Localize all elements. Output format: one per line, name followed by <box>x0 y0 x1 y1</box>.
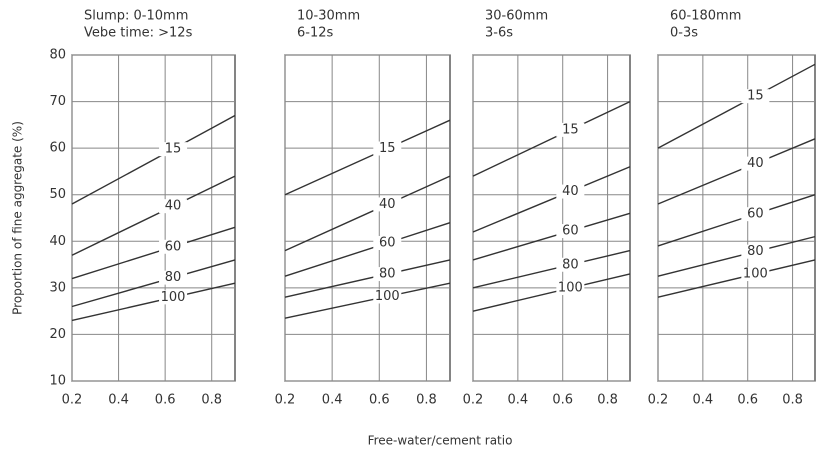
series-line <box>472 166 631 233</box>
label-background <box>159 239 188 254</box>
panel-subtitle: 6-12s <box>297 26 334 41</box>
label-background <box>741 244 770 259</box>
plot-frame <box>284 54 451 382</box>
series-label: 80 <box>165 270 182 285</box>
panel-title: 30-60mm <box>485 9 548 24</box>
series-line <box>71 175 236 256</box>
label-background <box>373 141 402 156</box>
x-tick-label: 0.2 <box>463 393 484 408</box>
label-background <box>159 142 188 157</box>
series-line <box>71 259 236 308</box>
label-background <box>556 184 585 199</box>
series-line <box>472 273 631 312</box>
x-axis-label: Free-water/cement ratio <box>368 434 513 448</box>
series-line <box>284 282 451 319</box>
series-line <box>657 259 816 298</box>
series-line <box>284 119 451 196</box>
x-tick-label: 0.6 <box>737 393 758 408</box>
series-line <box>472 249 631 289</box>
series-label: 15 <box>379 141 396 156</box>
series-label: 60 <box>379 236 396 251</box>
label-background <box>741 156 770 171</box>
series-line <box>284 175 451 252</box>
panel-subtitle: 3-6s <box>485 26 513 41</box>
label-background <box>556 281 585 296</box>
x-tick-label: 0.2 <box>275 393 296 408</box>
y-tick-label: 40 <box>49 234 66 249</box>
series-line <box>472 100 631 177</box>
series-line <box>71 114 236 205</box>
x-tick-label: 0.2 <box>62 393 83 408</box>
series-label: 80 <box>379 267 396 282</box>
series-line <box>472 212 631 261</box>
series-label: 100 <box>375 289 400 304</box>
label-background <box>741 89 770 104</box>
panel-subtitle: 0-3s <box>670 26 698 41</box>
x-tick-label: 0.8 <box>201 393 222 408</box>
panel-title: Slump: 0-10mm <box>84 9 188 24</box>
label-background <box>556 224 585 239</box>
x-tick-label: 0.8 <box>416 393 437 408</box>
panel-title: 10-30mm <box>297 9 360 24</box>
series-label: 15 <box>165 142 182 157</box>
series-label: 80 <box>562 257 579 272</box>
series-label: 80 <box>747 244 764 259</box>
x-tick-label: 0.8 <box>782 393 803 408</box>
label-background <box>159 290 188 305</box>
series-label: 100 <box>743 267 768 282</box>
y-tick-label: 30 <box>49 280 66 295</box>
x-tick-label: 0.6 <box>369 393 390 408</box>
label-background <box>373 267 402 282</box>
y-tick-label: 10 <box>49 374 66 389</box>
series-line <box>284 221 451 277</box>
x-tick-label: 0.6 <box>155 393 176 408</box>
series-label: 100 <box>161 290 186 305</box>
panel-subtitle: Vebe time: >12s <box>84 26 193 41</box>
series-label: 60 <box>747 207 764 222</box>
y-tick-label: 70 <box>49 94 66 109</box>
y-tick-label: 80 <box>49 48 66 63</box>
plot-frame <box>71 54 236 382</box>
x-tick-label: 0.4 <box>508 393 529 408</box>
y-tick-label: 60 <box>49 141 66 156</box>
x-tick-label: 0.4 <box>693 393 714 408</box>
y-tick-label: 50 <box>49 187 66 202</box>
series-line <box>284 259 451 298</box>
label-background <box>556 257 585 272</box>
label-background <box>159 199 188 214</box>
x-tick-label: 0.4 <box>322 393 343 408</box>
series-line <box>657 235 816 277</box>
label-background <box>373 197 402 212</box>
series-label: 60 <box>165 239 182 254</box>
series-line <box>657 138 816 205</box>
y-axis-label: Proportion of fine aggregate (%) <box>11 121 25 315</box>
series-line <box>71 282 236 322</box>
plot-frame <box>657 54 816 382</box>
series-label: 100 <box>558 281 583 296</box>
panel-title: 60-180mm <box>670 9 741 24</box>
x-tick-label: 0.6 <box>552 393 573 408</box>
label-background <box>556 122 585 137</box>
x-tick-label: 0.8 <box>597 393 618 408</box>
label-background <box>373 236 402 251</box>
label-background <box>159 270 188 285</box>
y-tick-label: 20 <box>49 327 66 342</box>
series-line <box>71 226 236 280</box>
series-label: 40 <box>165 199 182 214</box>
x-tick-label: 0.2 <box>648 393 669 408</box>
series-line <box>657 194 816 247</box>
series-label: 40 <box>562 184 579 199</box>
label-background <box>741 207 770 222</box>
series-line <box>657 63 816 149</box>
label-background <box>373 289 402 304</box>
series-label: 15 <box>562 122 579 137</box>
series-label: 60 <box>562 224 579 239</box>
series-label: 40 <box>379 197 396 212</box>
plot-frame <box>472 54 631 382</box>
label-background <box>741 267 770 282</box>
series-label: 15 <box>747 89 764 104</box>
x-tick-label: 0.4 <box>108 393 129 408</box>
series-label: 40 <box>747 156 764 171</box>
